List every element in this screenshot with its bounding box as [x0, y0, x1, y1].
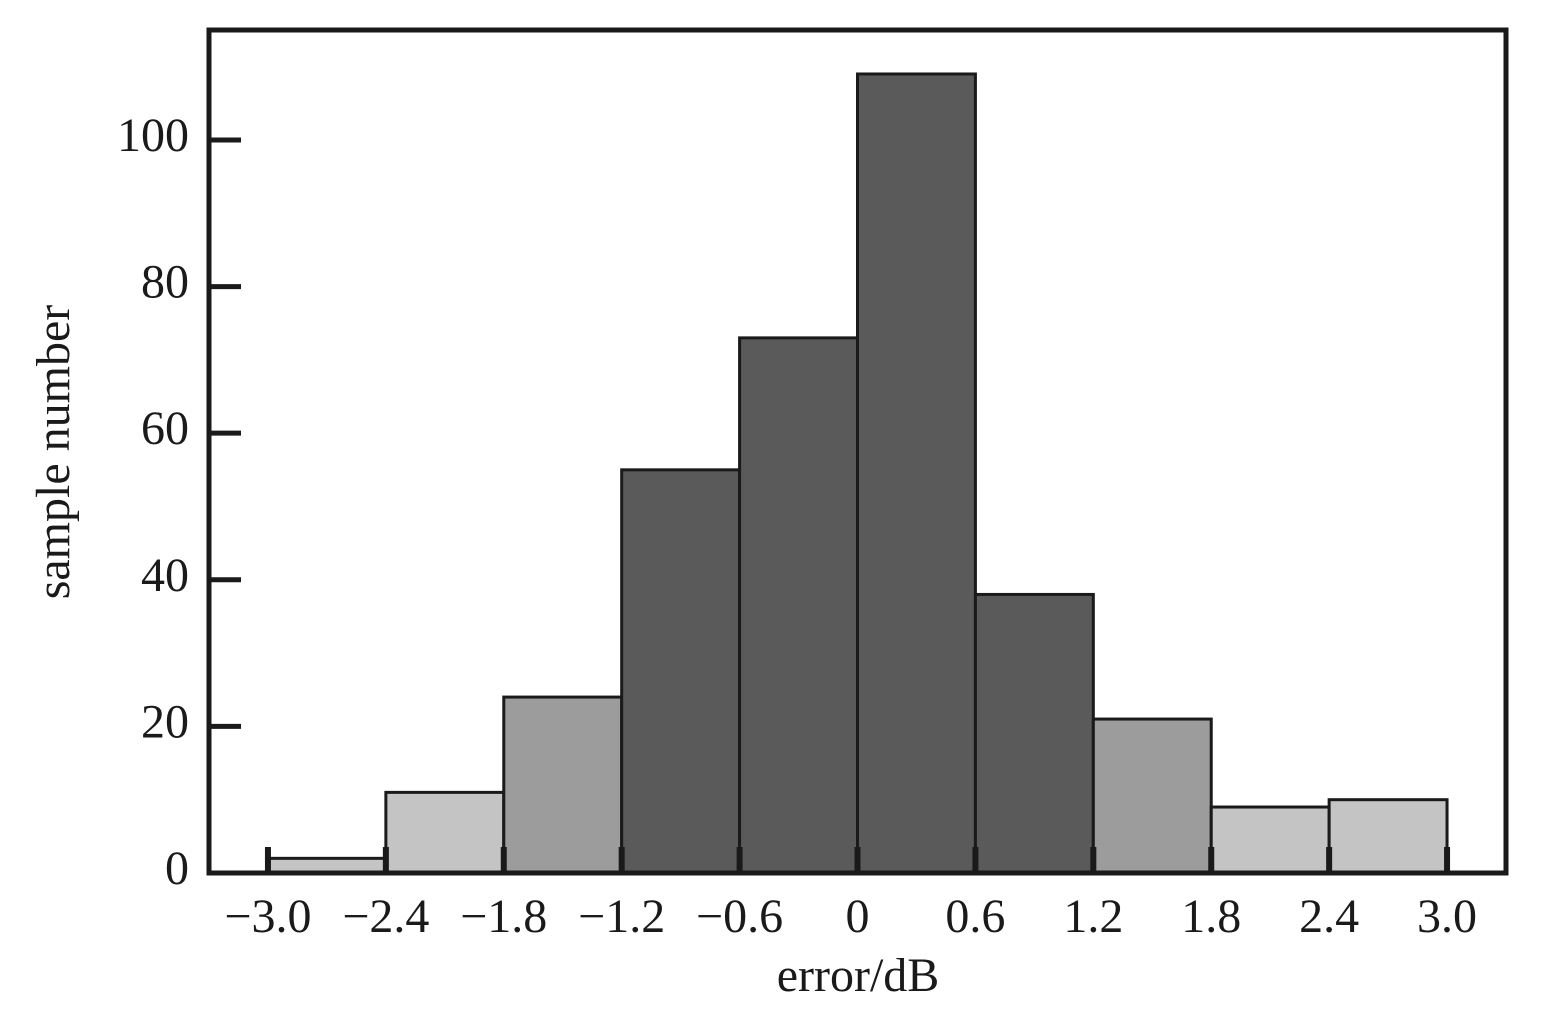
y-tick-label: 80 [141, 256, 189, 309]
y-tick-label: 60 [141, 402, 189, 455]
bar [1091, 717, 1213, 875]
bar [856, 72, 977, 875]
x-tick-label: 1.2 [1063, 890, 1123, 943]
x-axis-label: error/dB [777, 949, 940, 1002]
x-tick-label: −0.6 [696, 890, 783, 943]
bar [502, 695, 624, 875]
x-tick-label: 1.8 [1181, 890, 1241, 943]
y-tick-label: 0 [165, 842, 189, 895]
x-tick-label: −1.2 [578, 890, 665, 943]
y-tick-label: 100 [117, 109, 189, 162]
x-tick-label: −3.0 [224, 890, 311, 943]
bar [620, 468, 742, 875]
x-tick-label: 0.6 [945, 890, 1005, 943]
x-tick-label: 3.0 [1417, 890, 1477, 943]
bar [738, 336, 859, 875]
bar [1209, 805, 1331, 875]
y-tick-label: 40 [141, 549, 189, 602]
x-tick-label: −2.4 [342, 890, 429, 943]
y-tick-label: 20 [141, 695, 189, 748]
bar [1327, 798, 1449, 875]
x-tick-label: 0 [846, 890, 870, 943]
x-tick-label: −1.8 [460, 890, 547, 943]
x-tick-label: 2.4 [1299, 890, 1359, 943]
bar [973, 592, 1095, 875]
y-axis-label: sample number [27, 305, 80, 600]
bar [384, 790, 506, 875]
